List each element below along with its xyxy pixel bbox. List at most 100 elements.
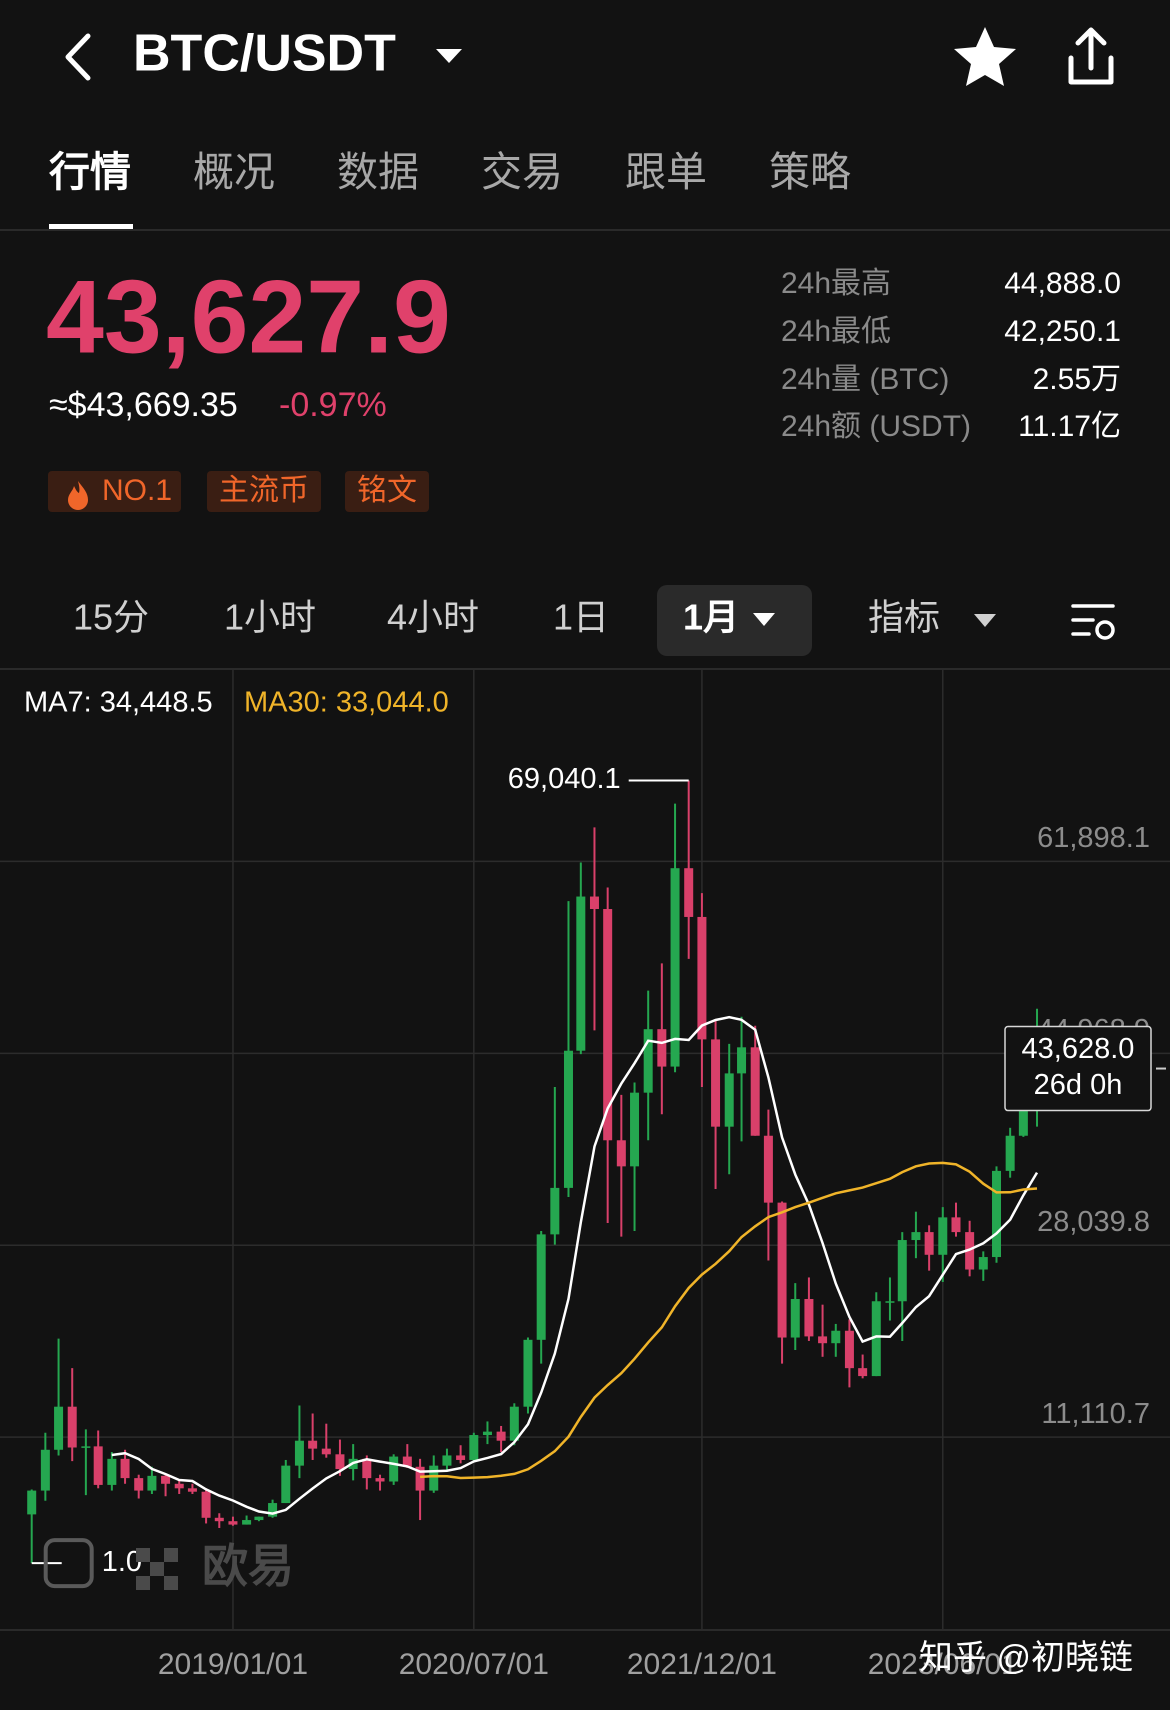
candle-body [482, 1431, 492, 1436]
back-button[interactable] [65, 33, 91, 81]
tag[interactable]: NO.1 [102, 474, 172, 507]
ma-line [420, 1161, 1038, 1480]
interval[interactable]: 1月 [683, 597, 739, 638]
stat-label: 24h量 (BTC) [781, 363, 949, 396]
indicator-button[interactable]: 指标 [868, 597, 940, 638]
tag[interactable]: 主流币 [219, 474, 309, 507]
candle-body [187, 1488, 197, 1492]
candle-body [603, 909, 613, 1141]
candle-body [442, 1455, 452, 1466]
chart-settings[interactable] [1071, 604, 1115, 640]
max-label: 69,040.1 [508, 763, 621, 795]
candle-body [737, 1047, 747, 1074]
candle-body [281, 1465, 291, 1504]
candle-body [550, 1187, 560, 1235]
candle-body [536, 1234, 546, 1340]
stat-value: 42,250.1 [1004, 315, 1121, 348]
pair-dropdown[interactable] [436, 49, 462, 63]
candle-body [120, 1458, 130, 1479]
logo-square [150, 1562, 164, 1576]
tab-underline [49, 224, 133, 229]
x-tick-label: 2021/12/01 [627, 1648, 777, 1681]
legend-entry: MA30: 33,044.0 [244, 687, 449, 719]
interval[interactable]: 4小时 [387, 597, 479, 638]
candle-body [389, 1456, 399, 1482]
brand-logo [136, 1548, 178, 1590]
pair-title[interactable]: BTC/USDT [133, 25, 396, 83]
candle-body [1005, 1135, 1015, 1171]
candle-body [40, 1449, 50, 1491]
candle-body [161, 1475, 171, 1484]
credit-watermark: 知乎 @初晓链 [919, 1639, 1133, 1677]
indicator-dropdown[interactable] [974, 614, 996, 627]
candle-body [750, 1047, 760, 1136]
tab[interactable]: 交易 [481, 149, 563, 195]
candle-body [523, 1339, 533, 1407]
stat-value: 44,888.0 [1004, 267, 1121, 300]
ma-line [111, 1015, 1039, 1515]
settings-gear [1095, 620, 1115, 640]
tag-bg [207, 471, 321, 512]
candle-body [818, 1336, 828, 1344]
candle-body [294, 1440, 304, 1466]
y-tick-label: 61,898.1 [1037, 822, 1150, 854]
candle-body [308, 1440, 318, 1449]
candle-body [362, 1458, 372, 1479]
chart-icon [43, 1538, 94, 1589]
candle-body [93, 1446, 103, 1485]
chart: 11,110.728,039.844,968.961,898.12019/01/… [0, 670, 1170, 1681]
tab[interactable]: 行情 [49, 149, 131, 195]
candle-body [670, 868, 680, 1067]
usd-price: ≈$43,669.35 [49, 386, 238, 424]
candle-body [254, 1516, 264, 1521]
candle-body [147, 1475, 157, 1491]
last-price: 43,627.9 [46, 259, 451, 375]
candle-body [643, 1029, 653, 1093]
logo-square [136, 1576, 150, 1590]
tag[interactable]: 铭文 [357, 474, 417, 507]
candle-body [134, 1478, 144, 1491]
legend-entry: MA7: 34,448.5 [24, 687, 213, 719]
candle-body [563, 1050, 573, 1188]
candle-body [616, 1140, 626, 1167]
logo-square [164, 1548, 178, 1562]
stat-label: 24h额 (USDT) [781, 410, 971, 443]
candle-body [469, 1435, 479, 1460]
favorite-star[interactable] [954, 27, 1016, 86]
stat-label: 24h最高 [781, 267, 891, 300]
x-tick-label: 2023/06/01 [868, 1648, 1018, 1681]
x-tick-label: 2019/01/01 [158, 1648, 308, 1681]
candle-body [214, 1517, 224, 1522]
share-button[interactable] [1068, 27, 1114, 85]
price-change: -0.97% [279, 386, 387, 424]
interval-dropdown[interactable] [753, 613, 775, 626]
candle-body [27, 1490, 37, 1515]
interval[interactable]: 1日 [553, 597, 609, 638]
candle-body [335, 1454, 345, 1470]
countdown-label: 26d 0h [1034, 1069, 1123, 1101]
candle-body [657, 1029, 667, 1067]
candle-body [724, 1073, 734, 1127]
candle-body [992, 1170, 1002, 1258]
tab[interactable]: 跟单 [625, 149, 707, 195]
interval[interactable]: 15分 [73, 597, 149, 638]
candle-body [429, 1465, 439, 1491]
stat-value: 2.55万 [1033, 363, 1121, 396]
candle-body [777, 1202, 787, 1338]
brand-watermark: 欧易 [202, 1540, 294, 1592]
interval[interactable]: 1小时 [224, 597, 316, 638]
share-arrow [1075, 27, 1107, 71]
tag-bg [345, 471, 429, 512]
candle-body [885, 1301, 895, 1303]
tab[interactable]: 概况 [193, 149, 275, 195]
share-box [1068, 55, 1114, 85]
tab[interactable]: 数据 [337, 149, 419, 195]
x-tick-label: 2020/07/01 [399, 1648, 549, 1681]
tab[interactable]: 策略 [769, 149, 851, 195]
candle-body [978, 1257, 988, 1270]
candle-body [321, 1448, 331, 1455]
flame-icon [68, 481, 88, 510]
stat-value: 11.17亿 [1018, 410, 1121, 443]
